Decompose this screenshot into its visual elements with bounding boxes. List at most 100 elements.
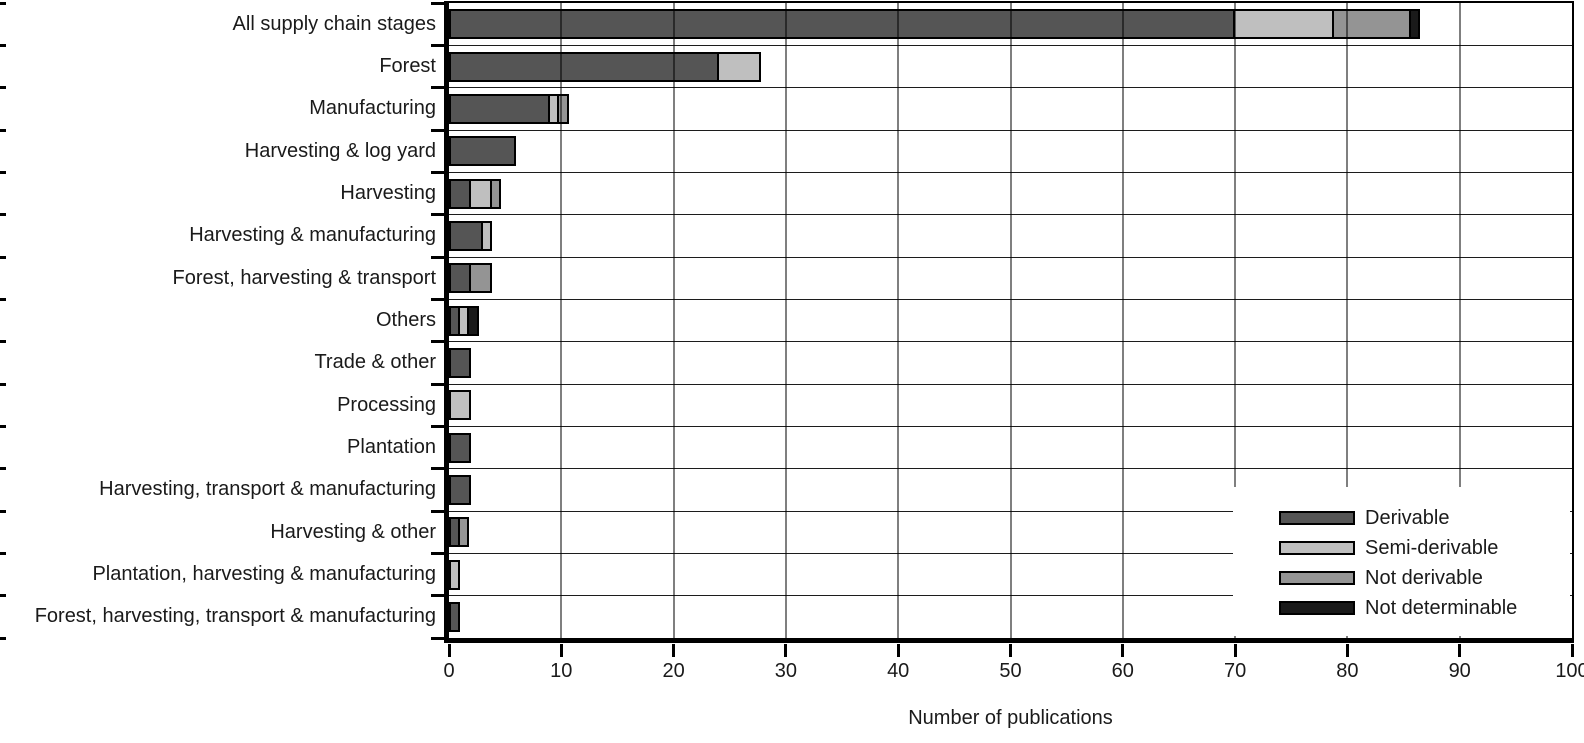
y-axis-tick (431, 255, 444, 259)
bar-segment-semi-derivable (449, 559, 461, 590)
legend-swatch-semi-derivable (1279, 541, 1355, 555)
x-axis-tick-80 (1345, 644, 1349, 657)
bar-segment-derivable (449, 263, 472, 294)
bar-segment-derivable (449, 136, 517, 167)
bar-2 (449, 51, 762, 82)
x-axis-tick-100 (1570, 644, 1574, 657)
plot-area: Derivable Semi-derivable Not derivable Not … (444, 1, 1574, 643)
x-axis-tick-60 (1121, 644, 1125, 657)
bar-segment-not-derivable (469, 263, 492, 294)
bar-3 (449, 93, 569, 124)
bar-segment-derivable (449, 178, 472, 209)
x-tick-label-100: 100 (1555, 660, 1584, 682)
category-label: Plantation (0, 426, 436, 468)
left-edge-tick-mark (0, 594, 6, 598)
bar-segment-derivable (449, 474, 472, 505)
x-axis-tick-20 (672, 644, 676, 657)
bar-5 (449, 178, 502, 209)
y-axis-category-labels: All supply chain stages Forest Manufacturi… (0, 3, 436, 638)
category-label-text: Forest, harvesting & transport (172, 266, 436, 289)
bar-segment-derivable (449, 601, 461, 632)
left-edge-tick-mark (0, 43, 6, 47)
bar-13 (449, 517, 470, 548)
bar-segment-not-derivable (1332, 9, 1411, 40)
legend-swatch-not-determinable (1279, 601, 1355, 615)
bar-segment-not-derivable (557, 93, 569, 124)
category-label-text: Harvesting & log yard (244, 139, 436, 162)
legend-swatch-not-derivable (1279, 571, 1355, 585)
y-axis-tick (431, 86, 444, 90)
category-label: Forest, harvesting & transport (0, 257, 436, 299)
category-label-text: Harvesting & other (270, 520, 436, 543)
left-edge-tick-mark (0, 255, 6, 259)
category-label-text: All supply chain stages (232, 12, 436, 35)
y-axis-tick (431, 382, 444, 386)
legend-entry-semi-derivable: Semi-derivable (1279, 533, 1570, 563)
bar-8 (449, 305, 479, 336)
category-label: Trade & other (0, 342, 436, 384)
x-axis-title: Number of publications (908, 707, 1113, 729)
category-label-text: Plantation (347, 435, 436, 458)
category-label-text: Harvesting (340, 181, 436, 204)
bar-segment-semi-derivable (469, 178, 492, 209)
x-axis-tick-70 (1233, 644, 1237, 657)
bar-segment-not-derivable (458, 517, 470, 548)
y-axis-tick (431, 297, 444, 301)
legend-label: Not determinable (1365, 596, 1518, 619)
bar-segment-semi-derivable (480, 220, 492, 251)
category-label-text: Harvesting, transport & manufacturing (99, 478, 436, 501)
category-label: Manufacturing (0, 88, 436, 130)
gridline-60 (1121, 3, 1124, 638)
category-label-text: Processing (337, 393, 436, 416)
y-axis-tick (431, 1, 444, 5)
gridline-70 (1234, 3, 1237, 638)
bar-14 (449, 559, 461, 590)
gridline-30 (784, 3, 787, 638)
legend-entry-not-determinable: Not determinable (1279, 593, 1570, 623)
bar-segment-not-determinable (467, 305, 479, 336)
bar-segment-derivable (449, 9, 1236, 40)
category-label-text: Plantation, harvesting & manufacturing (92, 562, 436, 585)
gridline-20 (672, 3, 675, 638)
x-tick-label-60: 60 (1111, 660, 1134, 682)
bar-segment-derivable (449, 93, 551, 124)
bar-12 (449, 474, 472, 505)
y-axis-tick (431, 509, 444, 513)
x-axis-tick-40 (896, 644, 900, 657)
y-axis-tick (431, 636, 444, 640)
bar-15 (449, 601, 461, 632)
y-axis-tick (431, 170, 444, 174)
x-axis-tick-50 (1009, 644, 1012, 657)
category-label: Harvesting & manufacturing (0, 215, 436, 257)
x-tick-label-10: 10 (550, 660, 573, 682)
left-edge-tick-mark (0, 382, 6, 386)
bar-segment-not-derivable (489, 178, 502, 209)
bar-segment-derivable (449, 220, 483, 251)
legend-swatch-derivable (1279, 511, 1355, 525)
bar-11 (449, 432, 472, 463)
left-edge-tick-mark (0, 340, 6, 344)
left-edge-tick-mark (0, 128, 6, 132)
category-label-text: Forest (379, 54, 436, 77)
x-tick-label-40: 40 (887, 660, 910, 682)
y-axis-tick (431, 43, 444, 47)
bar-10 (449, 390, 472, 421)
y-axis-tick (431, 467, 444, 471)
y-axis-tick (431, 551, 444, 555)
category-label: Forest, harvesting, transport & manufact… (0, 596, 436, 638)
legend-entry-not-derivable: Not derivable (1279, 563, 1570, 593)
gridline-90 (1458, 3, 1461, 638)
category-label: Harvesting (0, 172, 436, 214)
category-label-text: Trade & other (314, 351, 436, 374)
y-axis-tick (431, 424, 444, 428)
category-label-text: Harvesting & manufacturing (189, 224, 436, 247)
x-axis-tick-0 (447, 644, 451, 657)
bar-segment-semi-derivable (1233, 9, 1335, 40)
x-axis-tick-10 (559, 644, 563, 657)
left-edge-tick-mark (0, 636, 6, 640)
category-label: Others (0, 299, 436, 341)
bar-segment-derivable (449, 432, 472, 463)
legend-entry-derivable: Derivable (1279, 503, 1570, 533)
y-axis-tick (431, 213, 444, 217)
bar-4 (449, 136, 517, 167)
